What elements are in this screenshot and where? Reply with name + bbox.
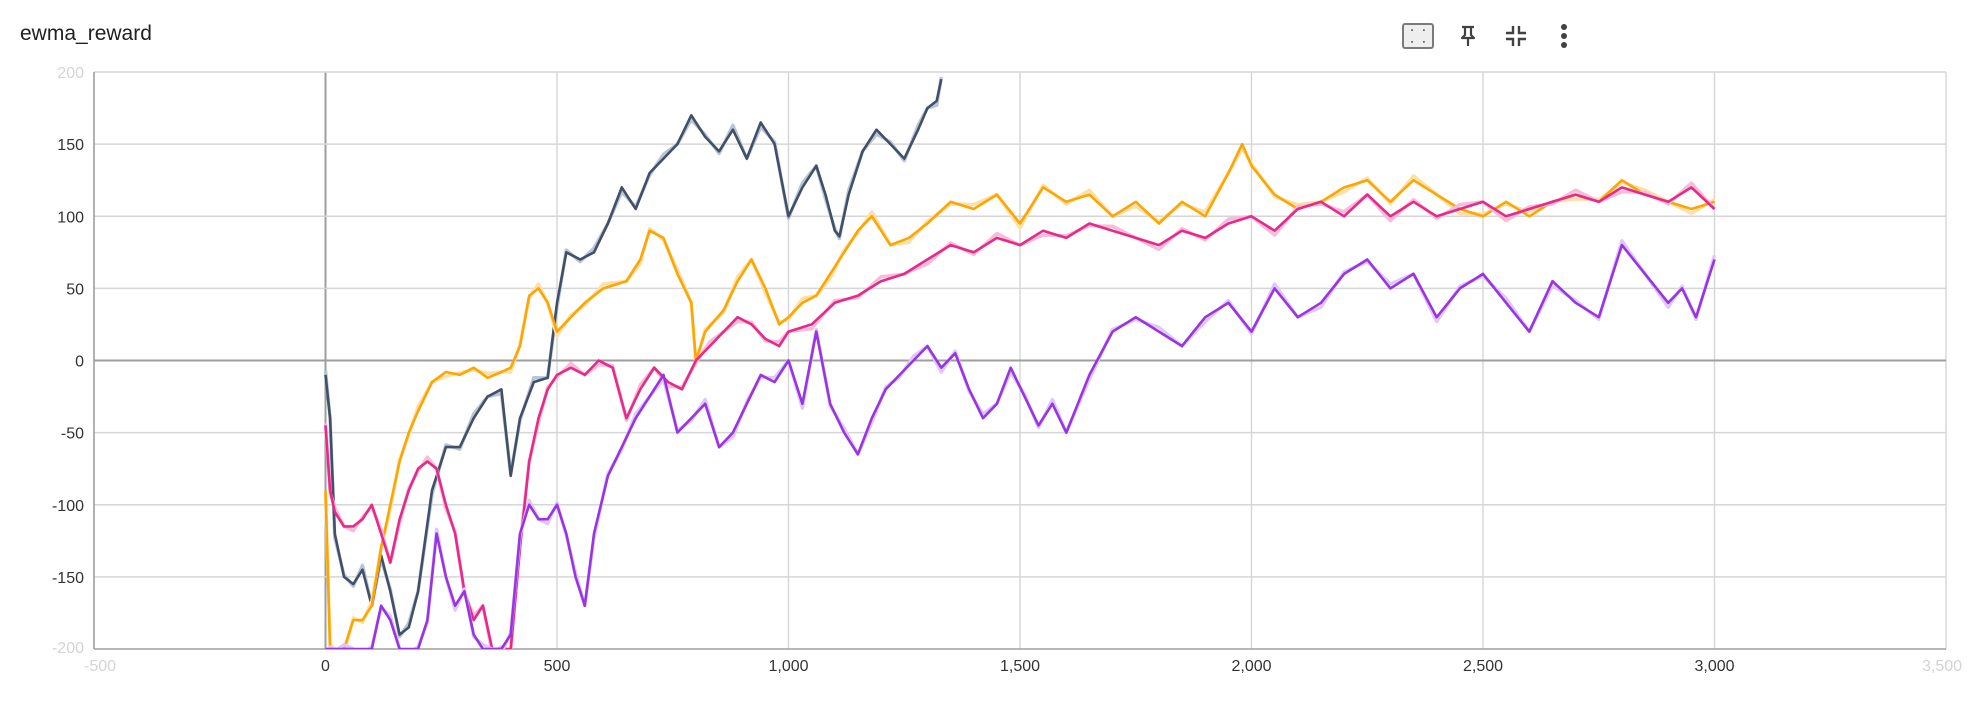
x-tick-label: -500	[84, 658, 116, 675]
x-tick-label: 2,000	[1231, 658, 1271, 675]
pin-icon	[1460, 25, 1476, 46]
y-tick-label: 100	[57, 209, 84, 226]
y-tick-label: 50	[66, 281, 84, 298]
card-title: ewma_reward	[20, 22, 152, 45]
x-tick-label: 3,500	[1922, 658, 1962, 675]
fit-domain-button[interactable]	[1396, 14, 1440, 58]
pin-button[interactable]	[1446, 14, 1490, 58]
y-tick-label: 0	[75, 354, 84, 371]
y-tick-label: -100	[52, 498, 84, 515]
x-tick-label: 3,000	[1694, 658, 1734, 675]
series-line-3	[324, 186, 1716, 649]
more-button[interactable]	[1542, 14, 1586, 58]
series-raw-line-1	[323, 76, 943, 639]
y-tick-label: 200	[57, 65, 84, 82]
x-tick-label: 0	[321, 658, 330, 675]
collapse-icon	[1506, 26, 1526, 46]
series-line-4	[325, 243, 1716, 649]
y-tick-label: -50	[61, 426, 84, 443]
y-tick-label: -200	[52, 640, 84, 657]
series-line-2	[324, 142, 1715, 649]
card-header: ewma_reward	[0, 0, 1970, 72]
series-line-1	[324, 78, 943, 636]
collapse-button[interactable]	[1494, 14, 1538, 58]
y-tick-label: 150	[57, 137, 84, 154]
x-tick-label: 2,500	[1463, 658, 1503, 675]
fit-domain-icon	[1402, 23, 1434, 49]
x-tick-label: 1,000	[768, 658, 808, 675]
x-tick-label: 500	[544, 658, 571, 675]
x-tick-label: 1,500	[1000, 658, 1040, 675]
y-tick-label: -150	[52, 570, 84, 587]
more-vert-icon	[1561, 24, 1567, 48]
